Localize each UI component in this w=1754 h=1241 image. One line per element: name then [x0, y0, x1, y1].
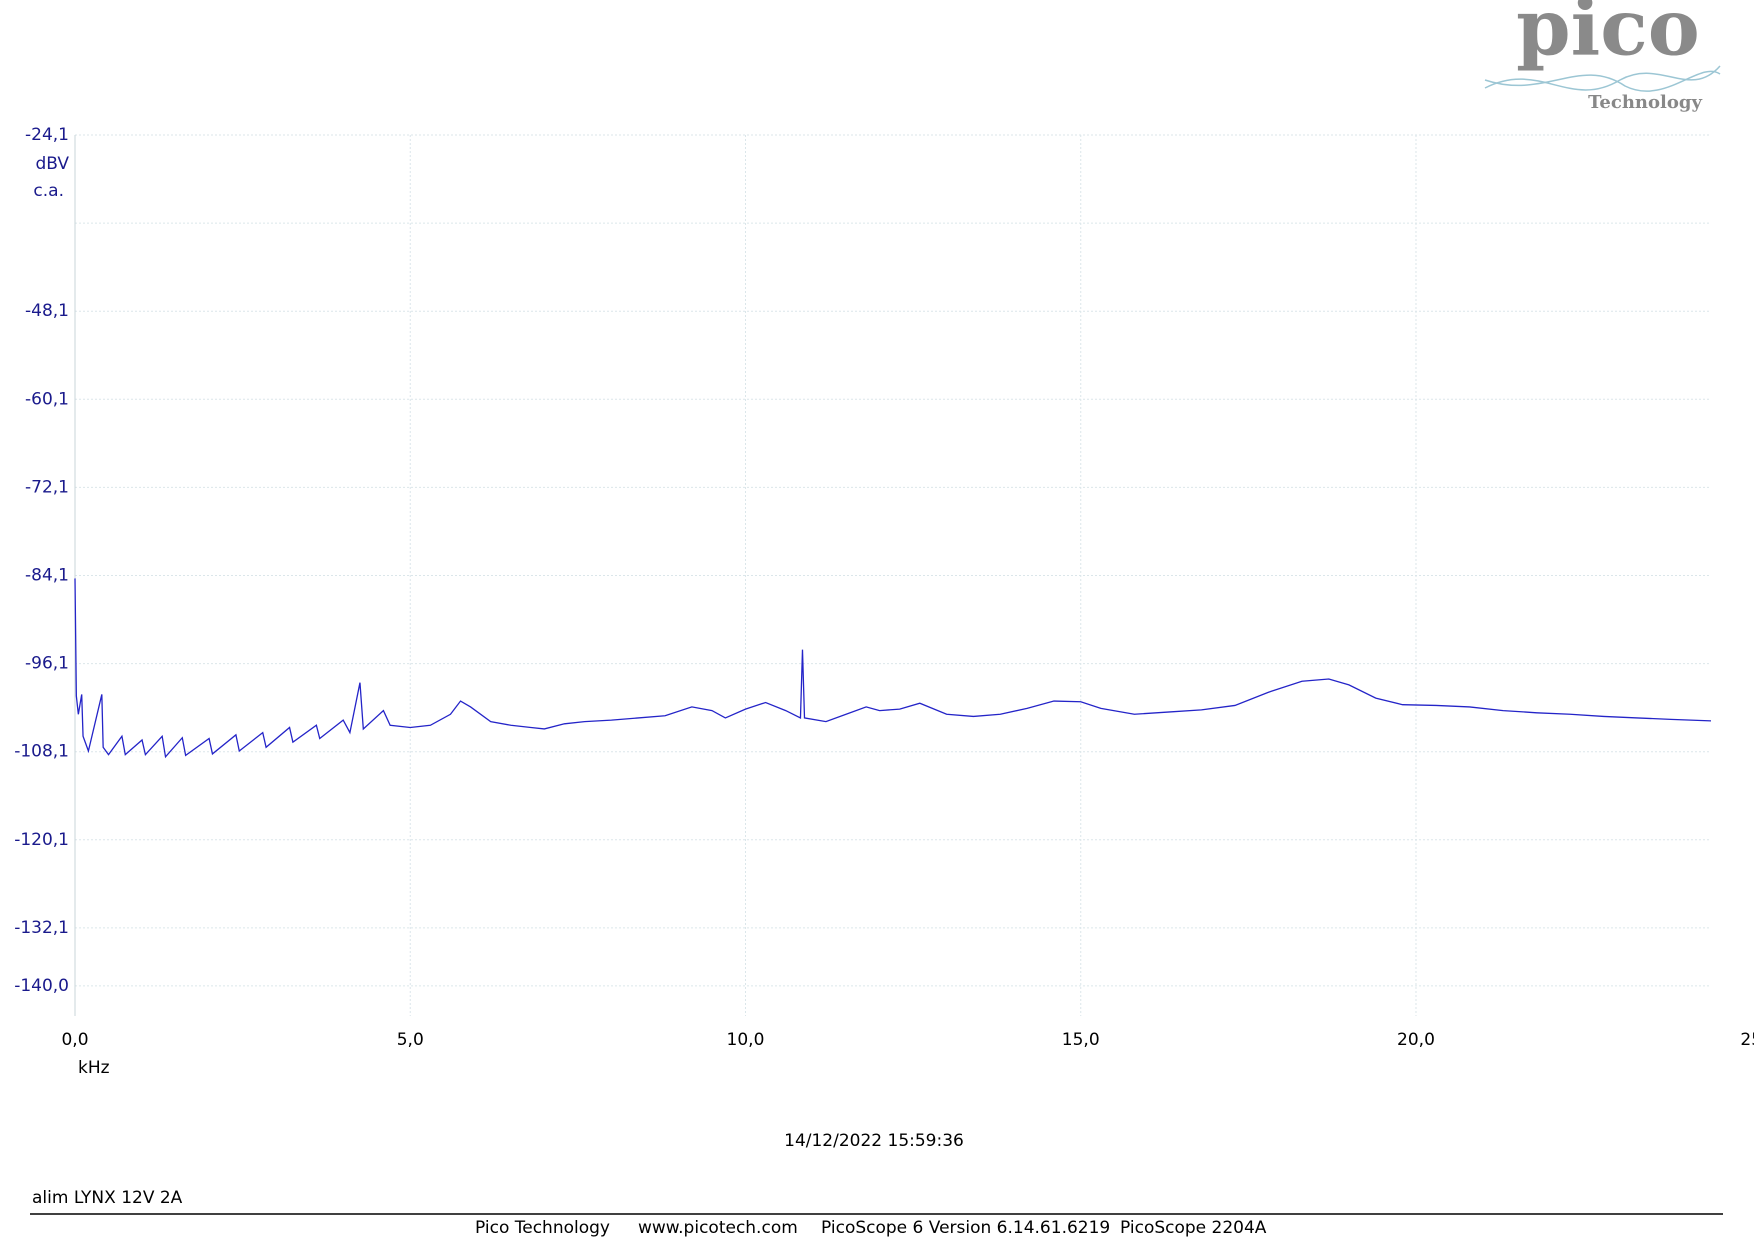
x-tick-label: 10,0 — [727, 1030, 765, 1050]
x-tick-label: 15,0 — [1062, 1030, 1100, 1050]
logo-wave — [1484, 70, 1721, 92]
y-coupling: c.a. — [33, 181, 64, 201]
y-tick-label: -24,1 — [25, 125, 69, 145]
timestamp: 14/12/2022 15:59:36 — [784, 1131, 964, 1151]
x-unit: kHz — [78, 1058, 110, 1078]
y-tick-label: -108,1 — [14, 742, 69, 762]
x-tick-label: 20,0 — [1397, 1030, 1435, 1050]
x-tick-label: 25 — [1740, 1030, 1754, 1050]
logo-brand: pico — [1516, 0, 1700, 74]
footer-text: Pico Technology — [475, 1218, 610, 1238]
y-unit: dBV — [35, 154, 69, 174]
y-tick-label: -132,1 — [14, 918, 69, 938]
footer-text: www.picotech.com — [638, 1218, 798, 1238]
logo-sub: Technology — [1588, 92, 1702, 113]
y-tick-label: -120,1 — [14, 830, 69, 850]
y-tick-label: -60,1 — [25, 389, 69, 409]
y-tick-label: -84,1 — [25, 566, 69, 586]
y-tick-label: -72,1 — [25, 477, 69, 497]
y-tick-label: -140,0 — [14, 976, 69, 996]
y-tick-label: -48,1 — [25, 301, 69, 321]
x-tick-label: 5,0 — [397, 1030, 424, 1050]
x-tick-label: 0,0 — [61, 1030, 88, 1050]
footer-text: PicoScope 2204A — [1120, 1218, 1267, 1238]
logo: pico Technology — [1484, 0, 1721, 113]
note: alim LYNX 12V 2A — [32, 1188, 183, 1208]
y-tick-label: -96,1 — [25, 654, 69, 674]
spectrum-line — [74, 578, 1712, 759]
footer-text: PicoScope 6 Version 6.14.61.6219 — [821, 1218, 1110, 1238]
logo-wave — [1484, 65, 1721, 91]
